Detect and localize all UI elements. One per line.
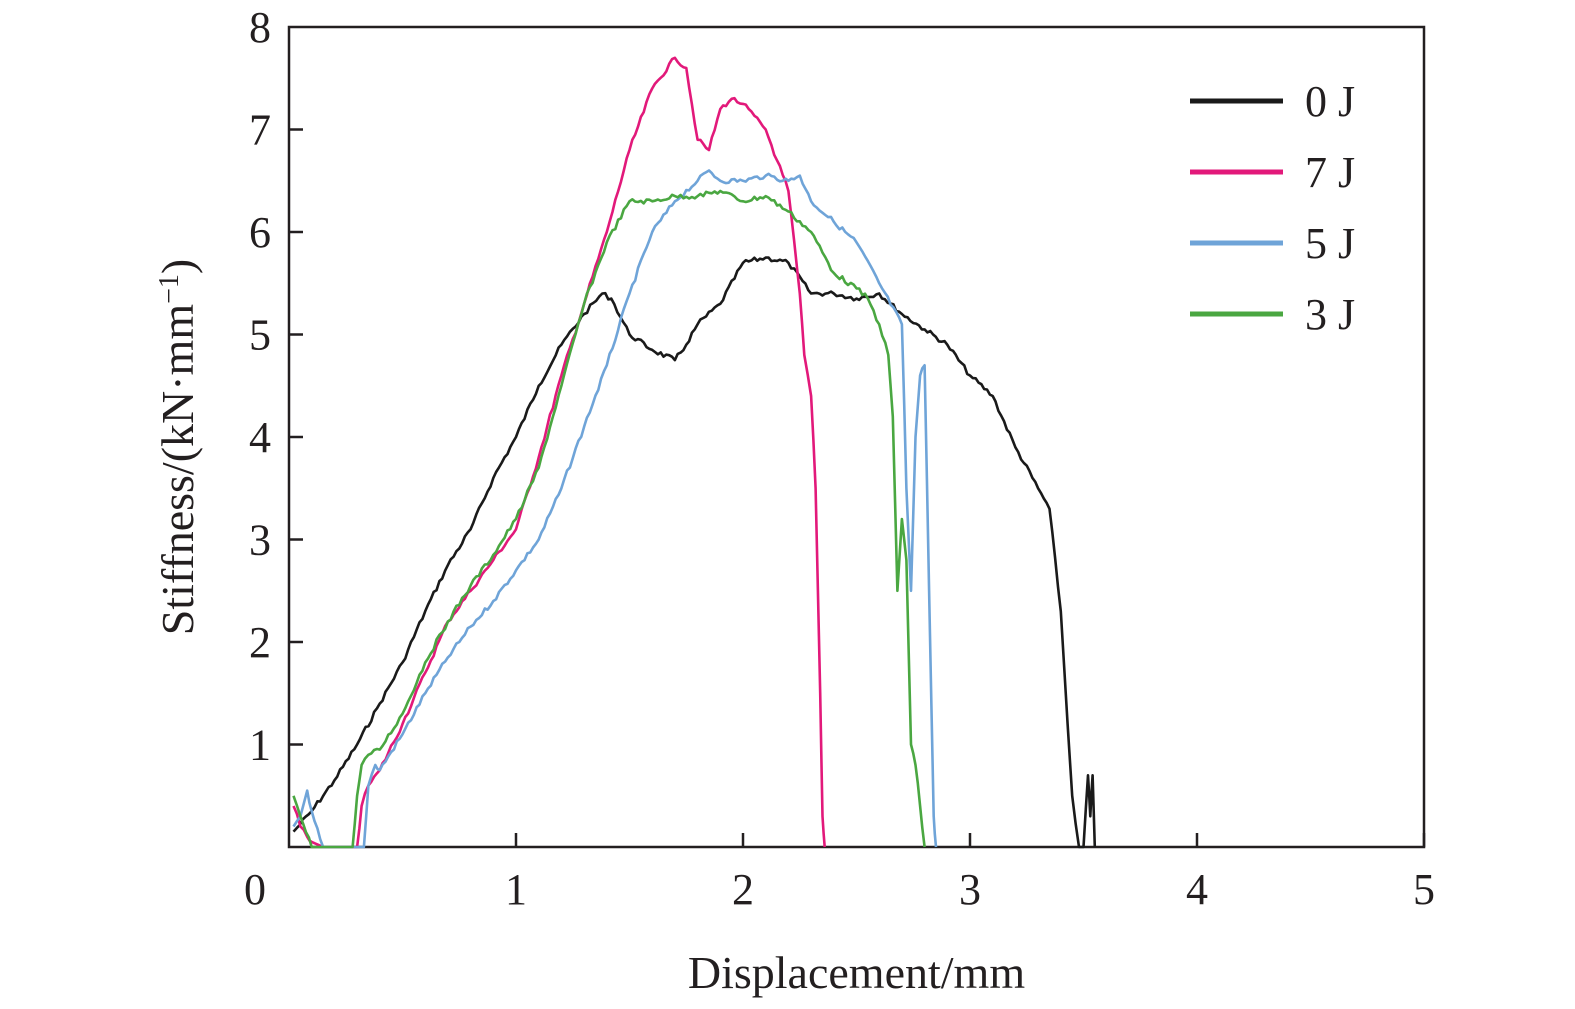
series-line-0	[292, 256, 1097, 849]
plot-frame	[287, 25, 1426, 849]
series-line-3	[292, 189, 926, 849]
y-tick-label-2: 2	[249, 618, 271, 667]
legend-label-2: 5 J	[1305, 219, 1355, 268]
x-tick-label-4: 4	[1186, 865, 1208, 914]
x-tick-labels: 0 1 2 3 4 5	[244, 865, 1435, 914]
legend: 0 J 7 J 5 J 3 J	[1190, 77, 1355, 339]
y-axis-title-superscript: −1	[154, 274, 185, 304]
x-tick-label-2: 2	[732, 865, 754, 914]
series-line-1	[292, 56, 826, 849]
x-axis-title: Displacement/mm	[688, 947, 1025, 998]
x-tick-label-3: 3	[959, 865, 981, 914]
y-tick-label-1: 1	[249, 721, 271, 770]
y-axis-title: Stiffness/(kN·mm−1)	[152, 259, 203, 636]
series-lines	[292, 56, 1097, 849]
y-tick-label-3: 3	[249, 516, 271, 565]
legend-label-3: 3 J	[1305, 290, 1355, 339]
y-axis-title-close: )	[152, 259, 203, 274]
x-tick-label-5: 5	[1413, 865, 1435, 914]
axis-ticks	[289, 128, 1426, 847]
y-axis-title-main: Stiffness/(kN·mm	[152, 304, 203, 636]
y-tick-label-6: 6	[249, 208, 271, 257]
y-tick-labels: 1 2 3 4 5 6 7 8	[249, 3, 271, 770]
y-tick-label-4: 4	[249, 413, 271, 462]
legend-label-1: 7 J	[1305, 148, 1355, 197]
y-tick-label-8: 8	[249, 3, 271, 52]
legend-label-0: 0 J	[1305, 77, 1355, 126]
x-tick-label-0: 0	[244, 865, 266, 914]
series-line-2	[292, 169, 938, 849]
y-tick-label-5: 5	[249, 311, 271, 360]
x-tick-label-1: 1	[505, 865, 527, 914]
y-tick-label-7: 7	[249, 106, 271, 155]
